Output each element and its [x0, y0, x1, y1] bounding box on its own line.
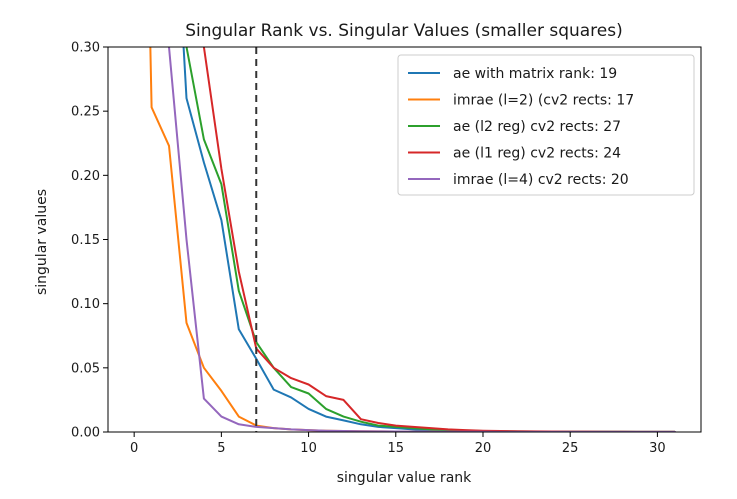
x-tick-label: 5	[217, 441, 225, 456]
y-axis-ticks: 0.00 0.05 0.10 0.15 0.20 0.25 0.30	[71, 41, 108, 441]
x-axis-label: singular value rank	[337, 470, 472, 486]
legend-label-2: imrae (l=2) (cv2 rects: 17	[453, 93, 634, 109]
legend-box	[397, 54, 695, 196]
legend-label-3: ae (l2 reg) cv2 rects: 27	[453, 119, 621, 135]
y-tick-label: 0.20	[71, 169, 100, 184]
x-axis-ticks: 0 5 10 15 20 25 30	[130, 432, 666, 456]
legend: ae with matrix rank: 19 imrae (l=2) (cv2 …	[397, 54, 695, 196]
x-tick-label: 25	[562, 441, 579, 456]
y-tick-label: 0.30	[71, 41, 100, 56]
y-tick-label: 0.00	[71, 426, 100, 441]
y-tick-label: 0.10	[71, 297, 100, 312]
x-tick-label: 0	[130, 441, 138, 456]
x-tick-label: 30	[649, 441, 666, 456]
legend-label-4: ae (l1 reg) cv2 rects: 24	[453, 146, 621, 162]
y-axis-label: singular values	[34, 189, 50, 295]
x-tick-label: 10	[300, 441, 317, 456]
y-tick-label: 0.15	[71, 233, 100, 248]
chart-title: Singular Rank vs. Singular Values (small…	[185, 21, 623, 41]
x-tick-label: 20	[475, 441, 492, 456]
y-tick-label: 0.25	[71, 105, 100, 120]
legend-label-1: ae with matrix rank: 19	[453, 66, 617, 82]
legend-label-5: imrae (l=4) cv2 rects: 20	[453, 172, 629, 188]
x-tick-label: 15	[388, 441, 405, 456]
y-tick-label: 0.05	[71, 361, 100, 376]
